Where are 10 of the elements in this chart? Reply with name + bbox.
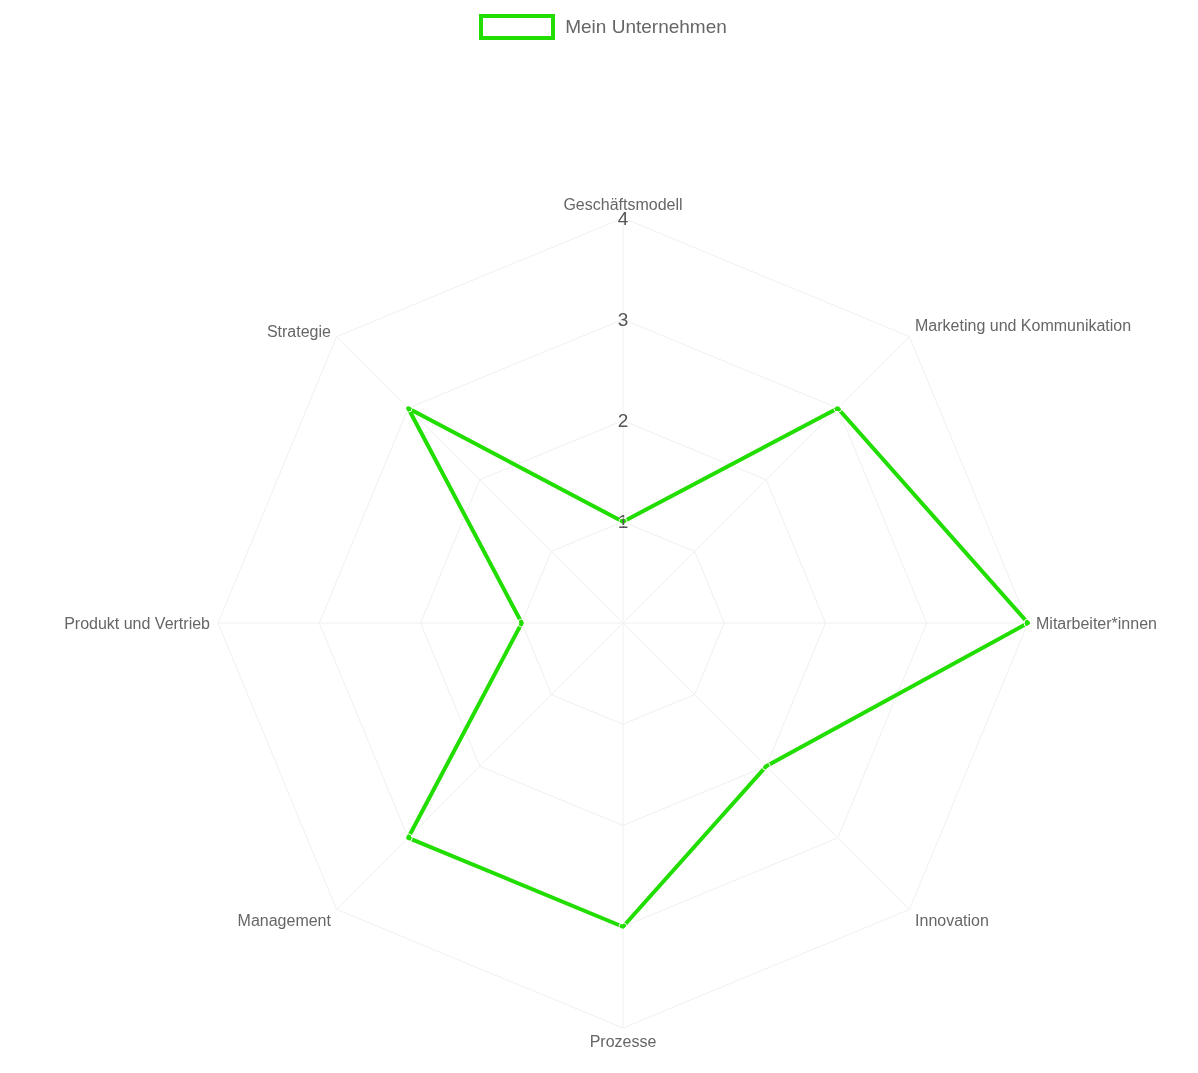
spoke-label: Marketing und Kommunikation — [915, 316, 1132, 334]
spoke-label: Prozesse — [589, 1033, 657, 1051]
spoke-label: Strategie — [266, 322, 332, 340]
spoke-label: Innovation — [915, 912, 989, 930]
spoke-label: Management — [237, 912, 332, 930]
y-tick-label: 3 — [617, 308, 629, 330]
spoke-label: Produkt und Vertrieb — [64, 614, 211, 632]
y-tick-label: 2 — [617, 410, 629, 431]
legend-label: Mein Unternehmen — [565, 16, 727, 38]
spoke-label: Mitarbeiter*innen — [1036, 614, 1157, 632]
